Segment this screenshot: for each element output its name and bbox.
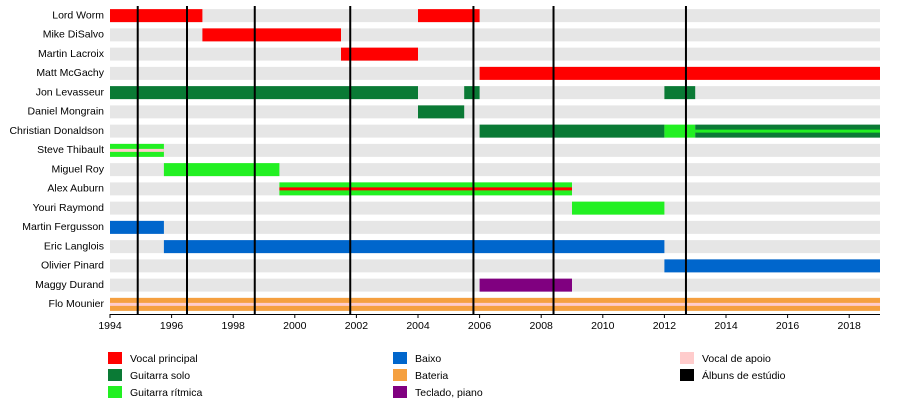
- x-tick-label: 2012: [653, 320, 677, 332]
- legend-label: Baixo: [415, 353, 441, 365]
- period-stripe: [695, 129, 880, 133]
- member-label: Olivier Pinard: [41, 260, 104, 272]
- x-tick-label: 2018: [838, 320, 862, 332]
- legend-swatch: [393, 352, 407, 364]
- legend-swatch: [108, 352, 122, 364]
- legend-label: Guitarra solo: [130, 370, 190, 382]
- x-tick-label: 2002: [345, 320, 369, 332]
- x-tick-label: 2008: [530, 320, 554, 332]
- period-bar: [341, 47, 418, 61]
- member-label: Jon Levasseur: [36, 86, 105, 98]
- period-bar: [163, 240, 665, 254]
- row-band: [110, 143, 880, 157]
- period-bar: [479, 278, 572, 292]
- legend-swatch: [108, 386, 122, 398]
- x-tick-label: 2004: [406, 320, 430, 332]
- period-bar: [664, 124, 696, 138]
- period-bar: [418, 105, 465, 119]
- member-label: Steve Thibault: [37, 144, 104, 156]
- period-bar: [110, 86, 418, 100]
- member-label: Martin Fergusson: [22, 221, 104, 233]
- member-label: Youri Raymond: [33, 202, 105, 214]
- legend-label: Teclado, piano: [415, 387, 483, 399]
- x-tick-label: 1994: [98, 320, 122, 332]
- legend-swatch: [393, 386, 407, 398]
- legend-label: Vocal principal: [130, 353, 198, 365]
- legend-label: Vocal de apoio: [702, 353, 771, 365]
- period-bar: [202, 28, 341, 42]
- legend-label: Bateria: [415, 370, 448, 382]
- x-tick-label: 2010: [591, 320, 615, 332]
- row-band: [110, 201, 880, 215]
- x-tick-label: 1998: [222, 320, 246, 332]
- legend-swatch: [680, 369, 694, 381]
- member-label: Maggy Durand: [35, 279, 104, 291]
- period-bar: [664, 259, 880, 273]
- legend-swatch: [108, 369, 122, 381]
- x-tick-label: 2006: [468, 320, 492, 332]
- member-label: Daniel Mongrain: [28, 106, 105, 118]
- legend-label: Guitarra rítmica: [130, 387, 203, 399]
- member-label: Alex Auburn: [47, 183, 104, 195]
- period-bar: [110, 9, 203, 23]
- member-label: Flo Mounier: [49, 298, 105, 310]
- row-band: [110, 163, 880, 177]
- member-label: Mike DiSalvo: [43, 29, 104, 41]
- period-bar: [418, 9, 480, 23]
- period-bar: [664, 86, 696, 100]
- period-bar: [464, 86, 480, 100]
- legend-label: Álbuns de estúdio: [702, 369, 786, 382]
- x-tick-label: 1996: [160, 320, 184, 332]
- row-band: [110, 47, 880, 61]
- x-tick-label: 2016: [776, 320, 800, 332]
- member-label: Miguel Roy: [51, 163, 104, 175]
- row-band: [110, 105, 880, 119]
- x-tick-label: 2014: [714, 320, 738, 332]
- period-stripe: [279, 187, 572, 191]
- member-label: Eric Langlois: [44, 240, 104, 252]
- period-stripe: [110, 302, 880, 306]
- legend-swatch: [680, 352, 694, 364]
- row-band: [110, 220, 880, 234]
- member-label: Christian Donaldson: [9, 125, 104, 137]
- member-label: Matt McGachy: [36, 67, 104, 79]
- x-tick-label: 2000: [283, 320, 307, 332]
- period-bar: [572, 201, 665, 215]
- row-band: [110, 9, 880, 23]
- legend-swatch: [393, 369, 407, 381]
- member-label: Lord Worm: [52, 9, 104, 21]
- period-bar: [479, 66, 880, 80]
- period-bar: [479, 124, 665, 138]
- member-label: Martin Lacroix: [38, 48, 105, 60]
- period-bar: [163, 163, 280, 177]
